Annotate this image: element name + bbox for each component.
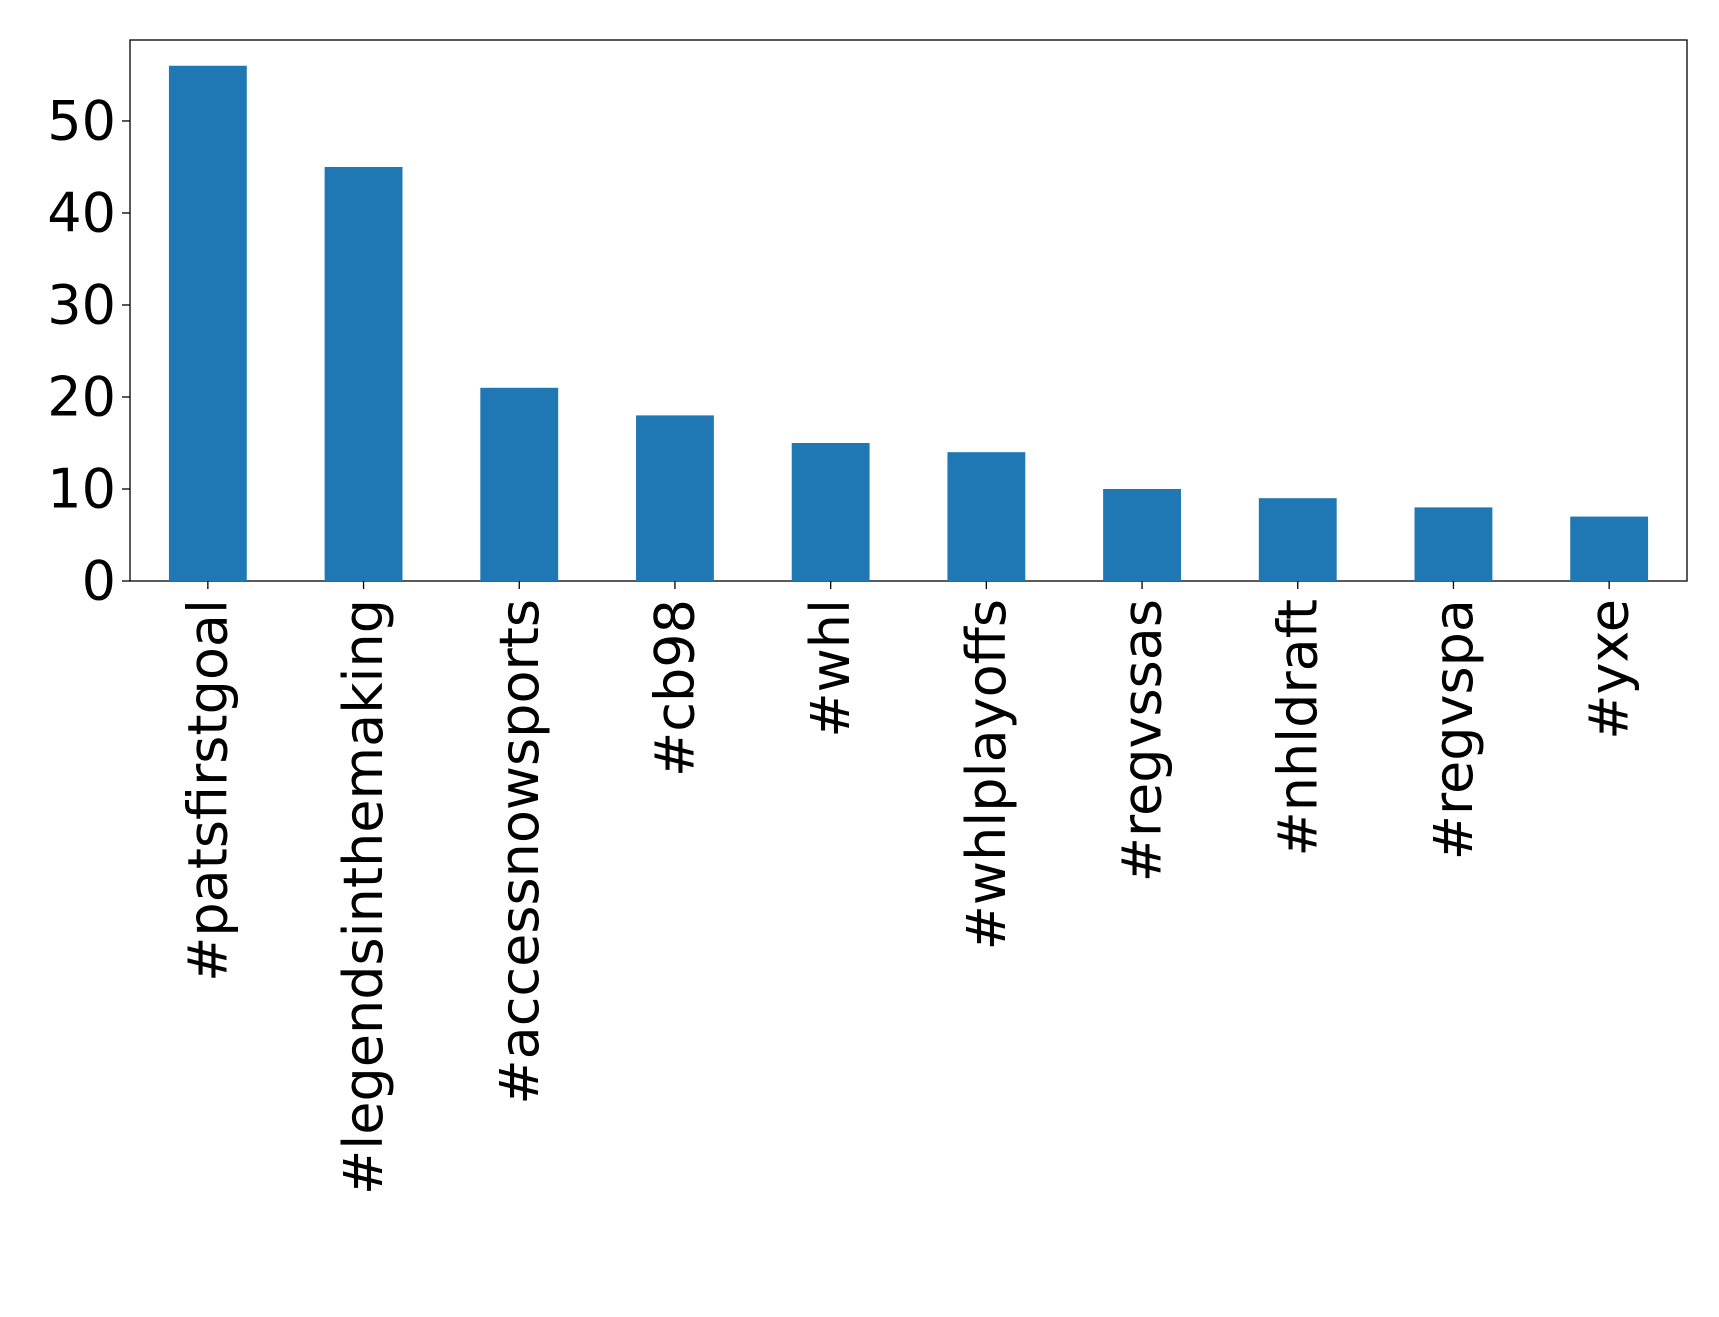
x-tick-label: #legendsinthemaking	[332, 599, 395, 1195]
bar	[1103, 488, 1181, 581]
y-tick-label: 50	[47, 89, 116, 152]
plot-frame	[129, 39, 1688, 582]
y-tick-label: 30	[47, 273, 116, 336]
bar	[947, 452, 1026, 581]
x-tick-label: #patsfirstgoal	[176, 599, 239, 982]
y-tick-label: 10	[47, 457, 116, 520]
bar	[1414, 507, 1493, 581]
bar	[168, 65, 247, 581]
x-tick-label: #whlplayoffs	[955, 599, 1018, 950]
x-tick-label: #whl	[799, 599, 862, 738]
bar	[324, 166, 403, 581]
y-tick-label: 40	[47, 181, 116, 244]
x-tick-label: #cb98	[643, 599, 706, 777]
bar	[1570, 516, 1649, 581]
x-tick-label: #yxe	[1578, 599, 1641, 740]
bar	[480, 387, 559, 581]
x-tick-label: #nhldraft	[1266, 599, 1329, 857]
bar	[1258, 498, 1337, 581]
bar	[791, 442, 870, 581]
x-tick-label: #regvspa	[1422, 599, 1485, 860]
bar	[636, 415, 714, 581]
x-tick-label: #regvssas	[1111, 599, 1174, 882]
x-tick-label: #accessnowsports	[488, 599, 551, 1105]
y-tick-label: 20	[47, 365, 116, 428]
y-tick-label: 0	[82, 550, 116, 613]
